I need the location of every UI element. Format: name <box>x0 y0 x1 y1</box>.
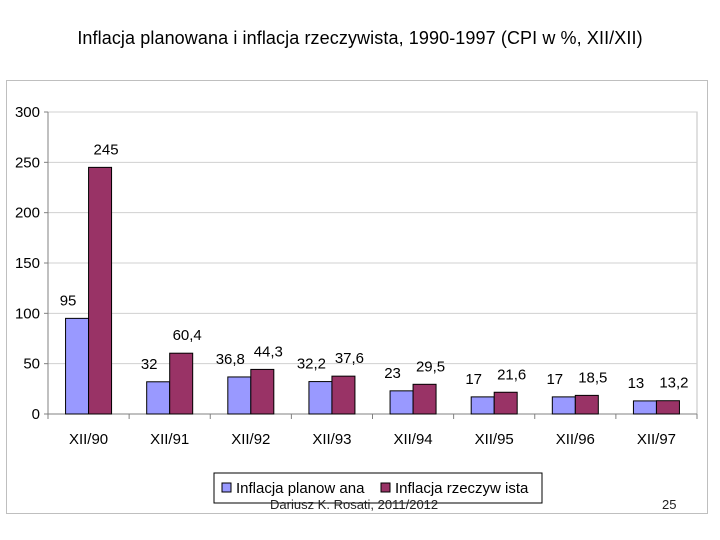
bar-planned <box>470 396 495 415</box>
data-label: 29,5 <box>416 358 445 375</box>
bar-actual <box>169 352 194 415</box>
bar-actual <box>574 394 599 415</box>
data-label: 44,3 <box>254 343 283 360</box>
x-tick-label: XII/91 <box>150 431 189 448</box>
data-label: 21,6 <box>497 366 526 383</box>
x-tick-label: XII/97 <box>637 431 676 448</box>
bar-actual <box>250 368 275 415</box>
chart-frame: 0 50 100 150 200 250 300 XII/90 95 245 XII/91 32 60,… <box>6 80 708 514</box>
data-label: 37,6 <box>335 350 364 367</box>
x-tick-label: XII/90 <box>69 431 108 448</box>
bar-planned <box>308 381 333 415</box>
x-tick-label: XII/96 <box>556 431 595 448</box>
data-label: 32 <box>141 356 158 373</box>
footer-author: Dariusz K. Rosati, 2011/2012 <box>270 497 439 512</box>
bar-actual <box>412 383 437 415</box>
y-tick-label: 150 <box>15 255 40 272</box>
bar-planned <box>632 400 657 415</box>
x-tick-label: XII/94 <box>393 431 432 448</box>
bar-actual <box>493 391 518 415</box>
bar-chart: 0 50 100 150 200 250 300 XII/90 95 245 XII/91 32 60,… <box>15 104 698 504</box>
data-label: 32,2 <box>297 356 326 373</box>
legend-swatch-actual <box>380 482 391 493</box>
x-tick-label: XII/93 <box>312 431 351 448</box>
page-number: 25 <box>662 497 677 512</box>
y-tick-label: 300 <box>15 104 40 121</box>
data-label: 60,4 <box>173 327 202 344</box>
slide-title: Inflacja planowana i inflacja rzeczywist… <box>77 28 643 48</box>
bar-planned <box>65 317 90 415</box>
bar-actual <box>88 166 113 415</box>
legend-label-planned: Inflacja planow ana <box>236 480 365 497</box>
bar-actual <box>655 400 680 415</box>
bar-planned <box>227 376 252 415</box>
data-label: 18,5 <box>578 369 607 386</box>
data-label: 95 <box>60 292 77 309</box>
x-tick-label: XII/92 <box>231 431 270 448</box>
y-tick-label: 200 <box>15 205 40 222</box>
x-tick-label: XII/95 <box>475 431 514 448</box>
legend-box <box>213 472 543 504</box>
y-tick-label: 0 <box>32 406 40 423</box>
data-label: 36,8 <box>216 351 245 368</box>
legend-label-actual: Inflacja rzeczyw ista <box>395 480 529 497</box>
data-label: 17 <box>465 371 482 388</box>
data-label: 13,2 <box>659 375 688 392</box>
legend-swatch-planned <box>221 482 232 493</box>
y-tick-label: 50 <box>23 356 40 373</box>
bar-planned <box>146 381 171 415</box>
y-tick-label: 250 <box>15 154 40 171</box>
data-label: 23 <box>384 365 401 382</box>
data-label: 13 <box>628 375 645 392</box>
data-label: 17 <box>546 371 563 388</box>
bar-planned <box>551 396 576 415</box>
bar-actual <box>331 375 356 415</box>
data-label: 245 <box>94 141 119 158</box>
y-tick-label: 100 <box>15 305 40 322</box>
bar-planned <box>389 390 414 415</box>
